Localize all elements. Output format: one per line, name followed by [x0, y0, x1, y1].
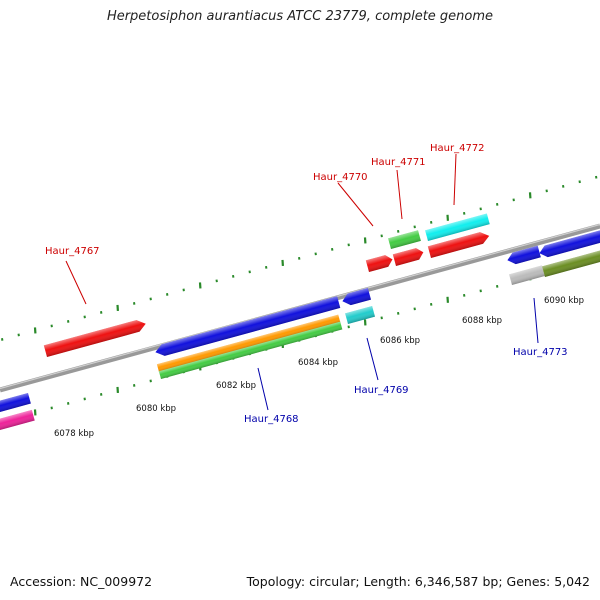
genome-summary-text: Topology: circular; Length: 6,346,587 bp…: [246, 574, 590, 589]
gene-haur-4772-red[interactable]: [427, 230, 491, 258]
gene-haur-4768-blue[interactable]: [154, 296, 341, 358]
gene-label-haur-4769[interactable]: Haur_4769: [354, 385, 409, 396]
gene-haur-4768[interactable]: [158, 321, 343, 379]
gene-label-haur-4768[interactable]: Haur_4768: [244, 414, 299, 425]
gene-label-haur-4770[interactable]: Haur_4770: [313, 172, 368, 183]
leader-haur-4772: [453, 153, 457, 206]
gene-haur-4769[interactable]: [345, 306, 376, 324]
kbp-label-6084: 6084 kbp: [298, 358, 338, 368]
gene-haur-4767[interactable]: [43, 318, 147, 357]
leader-haur-4768: [257, 367, 269, 411]
map-title: Herpetosiphon aurantiacus ATCC 23779, co…: [106, 9, 494, 24]
gene-haur-4771-red[interactable]: [392, 247, 425, 266]
kbp-label-6090: 6090 kbp: [544, 296, 584, 306]
gene-label-haur-4771[interactable]: Haur_4771: [371, 157, 426, 168]
gene-haur-4772[interactable]: [425, 213, 490, 241]
leader-haur-4767: [65, 260, 87, 305]
gene-haur-4769-blue[interactable]: [341, 288, 372, 307]
leader-haur-4769: [366, 337, 379, 381]
gene-left-pink[interactable]: [0, 409, 35, 432]
gene-label-haur-4767[interactable]: Haur_4767: [45, 246, 100, 257]
upper-tick-track: [1, 175, 598, 341]
gene-haur-4770[interactable]: [365, 254, 394, 272]
gene-left-blue[interactable]: [0, 392, 31, 414]
kbp-label-6086: 6086 kbp: [380, 336, 420, 346]
leader-haur-4770: [337, 182, 374, 227]
gene-right-blue[interactable]: [538, 228, 600, 259]
kbp-label-6078: 6078 kbp: [54, 429, 94, 439]
gene-label-haur-4772[interactable]: Haur_4772: [430, 143, 485, 154]
gene-haur-4768-orange[interactable]: [156, 314, 341, 372]
leader-haur-4771: [396, 169, 403, 220]
kbp-label-6088: 6088 kbp: [462, 316, 502, 326]
gene-right-olive[interactable]: [542, 247, 600, 277]
gene-haur-4771[interactable]: [388, 230, 421, 249]
accession-text: Accession: NC_009972: [10, 574, 153, 589]
kbp-label-6080: 6080 kbp: [136, 404, 176, 414]
gene-haur-4773[interactable]: [506, 245, 541, 266]
kbp-label-6082: 6082 kbp: [216, 381, 256, 391]
gene-label-haur-4773[interactable]: Haur_4773: [513, 347, 568, 358]
leader-haur-4773: [533, 297, 539, 344]
gene-right-gray[interactable]: [509, 265, 545, 285]
